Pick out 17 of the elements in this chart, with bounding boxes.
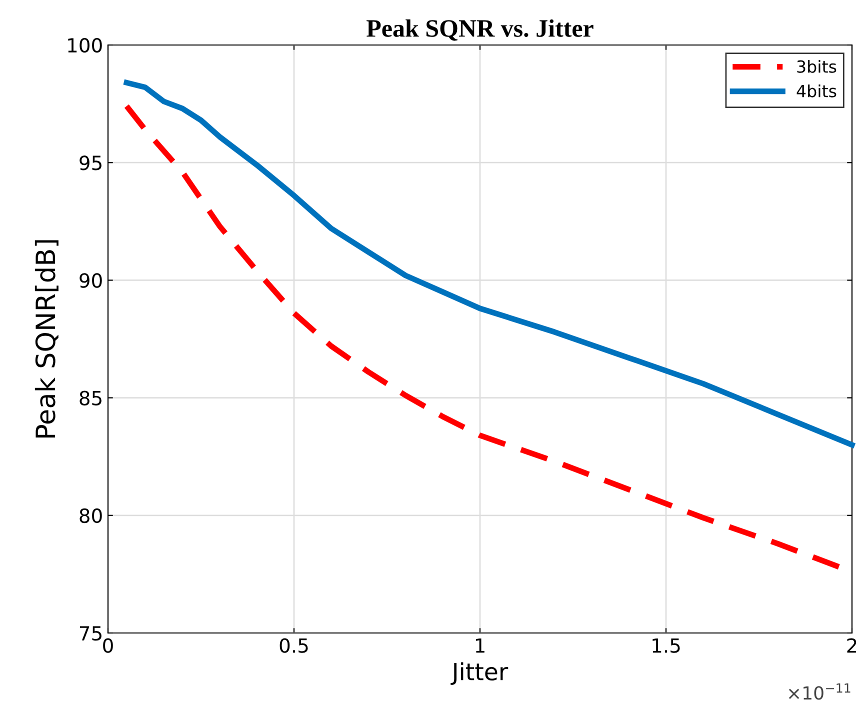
y-tick-label: 100: [68, 38, 102, 53]
x-tick-label: 0.5: [280, 638, 308, 653]
y-tick-label: 80: [80, 508, 102, 524]
y-tick-label: 75: [80, 626, 102, 641]
x-tick-label: 0: [103, 638, 113, 653]
text: ×10$^{−11}$: [788, 683, 850, 700]
chart-title: Peak SQNR vs. Jitter: [366, 19, 594, 41]
x-tick-label: 1: [476, 638, 484, 653]
y-tick-label: 85: [80, 390, 102, 406]
x-tick-label: 2: [847, 638, 856, 653]
x-axis-title: Jitter: [450, 662, 508, 685]
legend-label: 3bits: [797, 60, 836, 73]
y-tick-label: 90: [80, 273, 102, 288]
y-tick-label: 95: [80, 156, 102, 170]
legend-label: 4bits: [796, 84, 836, 98]
y-axis-title: Peak SQNR[dB]: [34, 240, 58, 438]
x-tick-label: 1.5: [652, 638, 680, 653]
